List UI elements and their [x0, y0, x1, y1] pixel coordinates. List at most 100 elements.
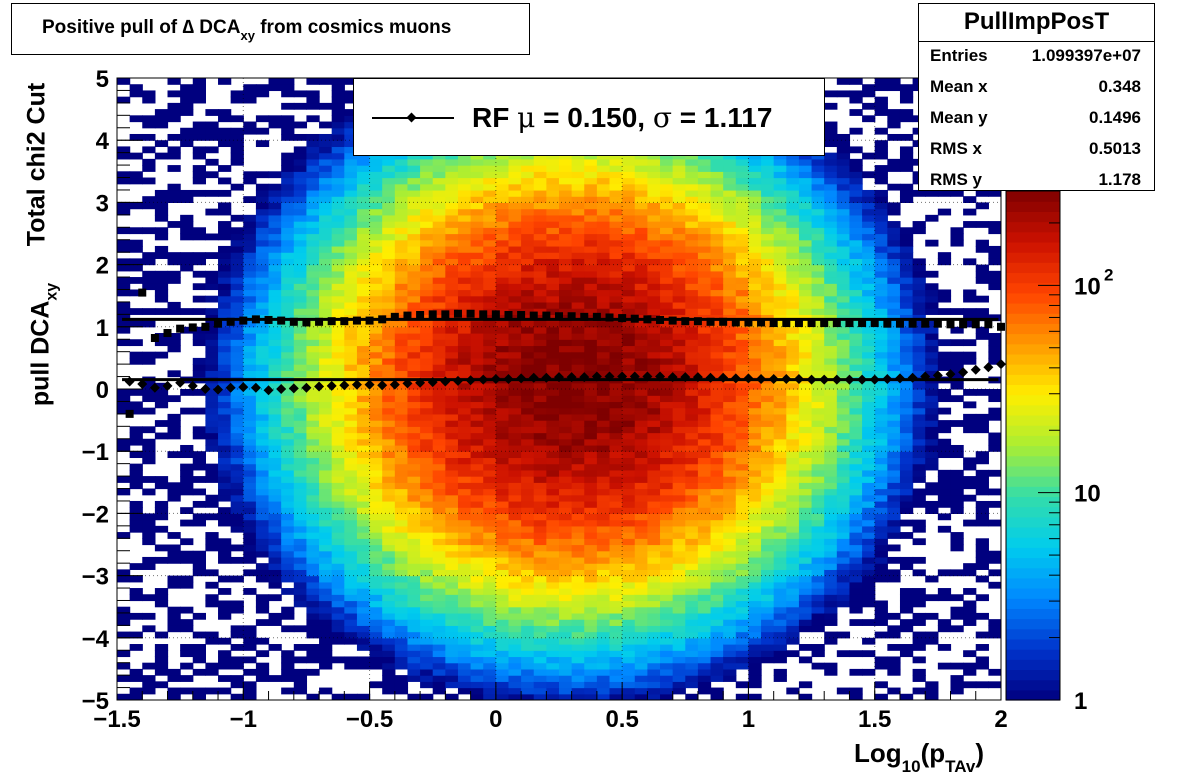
heatmap-cell	[622, 681, 636, 689]
heatmap-cell	[710, 507, 724, 514]
heatmap-cell	[432, 357, 446, 365]
heatmap-cell	[407, 277, 421, 284]
heatmap-cell	[356, 525, 371, 533]
heatmap-cell	[319, 121, 333, 129]
heatmap-cell	[710, 525, 724, 533]
heatmap-cell	[483, 693, 497, 700]
heatmap-cell	[584, 227, 598, 235]
heatmap-cell	[192, 550, 206, 558]
heatmap-cell	[773, 152, 787, 160]
heatmap-cell	[660, 314, 674, 322]
heatmap-cell	[356, 221, 371, 228]
heatmap-cell	[647, 600, 661, 608]
heatmap-cell	[521, 351, 535, 359]
heatmap-cell	[483, 326, 497, 334]
heatmap-cell	[243, 326, 257, 334]
heatmap-cell	[609, 538, 623, 546]
heatmap-cell	[356, 171, 371, 179]
heatmap-cell	[230, 152, 244, 160]
heatmap-cell	[647, 245, 661, 253]
heatmap-cell	[319, 183, 333, 191]
heatmap-cell	[331, 451, 345, 459]
heatmap-cell	[344, 619, 358, 626]
heatmap-cell	[344, 588, 358, 595]
heatmap-cell	[306, 245, 320, 253]
heatmap-cell	[596, 301, 611, 309]
heatmap-cell	[672, 407, 686, 415]
heatmap-cell	[382, 289, 396, 297]
heatmap-cell	[281, 171, 295, 179]
heatmap-cell	[723, 619, 737, 626]
heatmap-cell	[824, 140, 838, 148]
heatmap-cell	[344, 513, 358, 521]
heatmap-cell	[192, 189, 206, 197]
heatmap-cell	[407, 494, 421, 502]
heatmap-cell	[811, 227, 825, 235]
heatmap-cell	[142, 320, 156, 328]
heatmap-cell	[521, 270, 535, 278]
heatmap-cell	[420, 370, 434, 378]
heatmap-cell	[470, 395, 484, 403]
heatmap-cell	[420, 569, 434, 577]
heatmap-cell	[369, 264, 383, 272]
heatmap-cell	[420, 432, 434, 440]
heatmap-cell	[407, 507, 421, 514]
heatmap-cell	[811, 488, 825, 496]
heatmap-cell	[546, 544, 560, 552]
heatmap-cell	[786, 189, 800, 197]
heatmap-cell	[685, 214, 699, 222]
heatmap-cell	[634, 301, 648, 309]
heatmap-cell	[445, 637, 459, 645]
heatmap-cell	[521, 438, 535, 446]
heatmap-cell	[293, 656, 308, 664]
heatmap-cell	[470, 189, 484, 197]
heatmap-cell	[243, 631, 257, 639]
heatmap-cell	[697, 426, 712, 434]
heatmap-cell	[571, 693, 585, 700]
heatmap-cell	[685, 693, 699, 700]
heatmap-cell	[546, 357, 560, 365]
heatmap-cell	[180, 140, 194, 148]
heatmap-cell	[596, 308, 611, 315]
heatmap-cell	[634, 594, 648, 602]
heatmap-cell	[382, 426, 396, 434]
heatmap-cell	[584, 339, 598, 347]
heatmap-cell	[748, 395, 762, 403]
heatmap-cell	[660, 488, 674, 496]
heatmap-cell	[824, 507, 838, 514]
heatmap-cell	[180, 644, 194, 651]
heatmap-cell	[609, 600, 623, 608]
heatmap-cell	[609, 426, 623, 434]
heatmap-cell	[798, 644, 813, 651]
heatmap-cell	[331, 158, 345, 166]
heatmap-cell	[660, 500, 674, 508]
heatmap-cell	[773, 370, 787, 378]
heatmap-cell	[660, 202, 674, 210]
heatmap-cell	[117, 476, 131, 483]
heatmap-cell	[382, 457, 396, 465]
heatmap-cell	[445, 519, 459, 527]
heatmap-cell	[331, 264, 345, 272]
heatmap-cell	[508, 525, 522, 533]
heatmap-cell	[811, 451, 825, 459]
heatmap-cell	[255, 476, 270, 483]
heatmap-cell	[255, 457, 270, 465]
heatmap-cell	[369, 469, 383, 477]
heatmap-cell	[571, 252, 585, 259]
heatmap-cell	[268, 301, 282, 309]
heatmap-cell	[483, 444, 497, 452]
heatmap-cell	[824, 413, 838, 421]
heatmap-cell	[735, 681, 750, 689]
heatmap-cell	[331, 258, 345, 266]
heatmap-cell	[420, 625, 434, 633]
heatmap-cell	[281, 326, 295, 334]
heatmap-cell	[420, 631, 434, 639]
heatmap-cell	[710, 320, 724, 328]
heatmap-cell	[672, 283, 686, 291]
heatmap-cell	[218, 245, 232, 253]
heatmap-cell	[672, 538, 686, 546]
heatmap-cell	[508, 239, 522, 247]
heatmap-cell	[508, 245, 522, 253]
heatmap-cell	[685, 476, 699, 483]
heatmap-cell	[344, 600, 358, 608]
